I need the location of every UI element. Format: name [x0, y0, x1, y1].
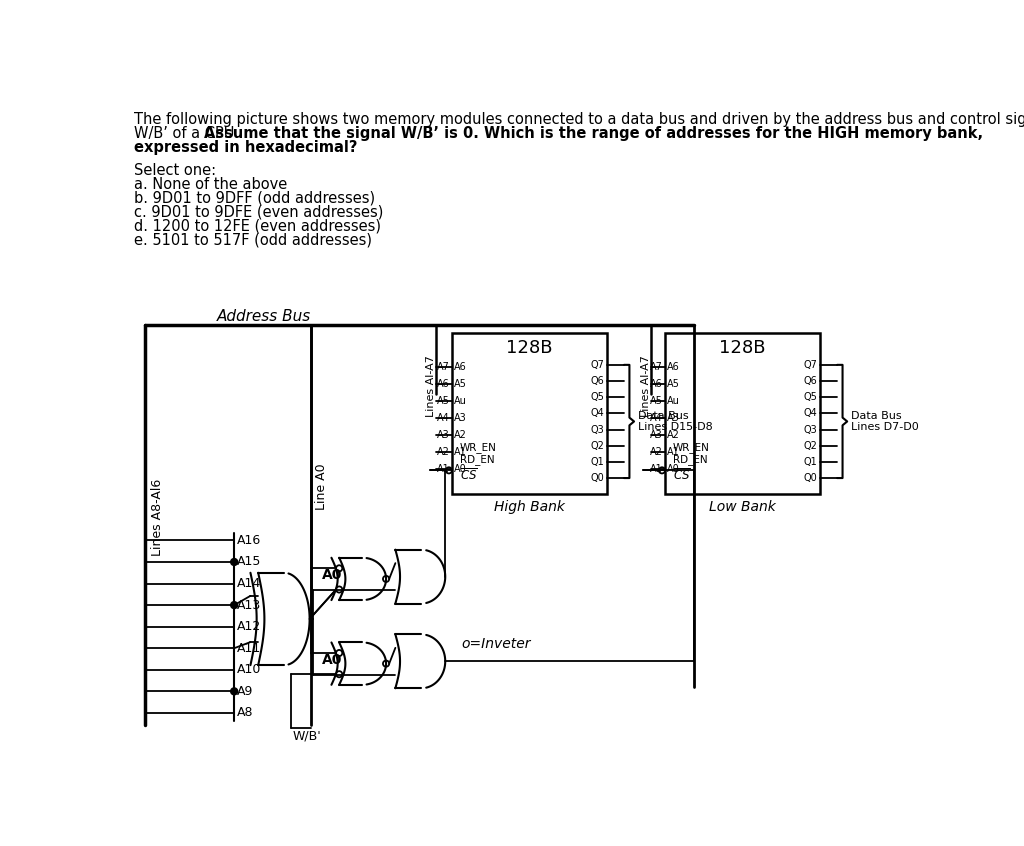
Text: A12: A12	[238, 620, 261, 633]
Text: 128B: 128B	[506, 338, 553, 357]
Text: A9: A9	[238, 685, 254, 698]
Text: Q1: Q1	[591, 457, 604, 467]
Circle shape	[230, 688, 238, 695]
Text: Q4: Q4	[591, 409, 604, 419]
Text: Q2: Q2	[804, 441, 818, 451]
Text: Q3: Q3	[804, 425, 818, 435]
Text: A2: A2	[650, 447, 663, 457]
Text: Line A0: Line A0	[315, 464, 329, 510]
Text: W/B’ of a CPU.: W/B’ of a CPU.	[134, 126, 244, 141]
Text: Data Bus
Lines D7-D0: Data Bus Lines D7-D0	[851, 410, 919, 432]
Text: Q0: Q0	[591, 473, 604, 483]
Text: A1: A1	[437, 464, 450, 474]
Text: A11: A11	[238, 642, 261, 655]
Text: A3: A3	[668, 413, 680, 423]
Text: A7: A7	[650, 362, 663, 372]
Text: a. None of the above: a. None of the above	[134, 177, 288, 192]
Text: A1: A1	[650, 464, 663, 474]
Text: Q0: Q0	[804, 473, 818, 483]
Text: Au: Au	[668, 396, 680, 406]
Text: A1: A1	[455, 447, 467, 457]
Text: W/B': W/B'	[292, 730, 322, 743]
Text: High Bank: High Bank	[494, 500, 565, 514]
Text: Select one:: Select one:	[134, 163, 216, 179]
Text: A1: A1	[668, 447, 680, 457]
Text: A4: A4	[650, 413, 663, 423]
Text: A10: A10	[238, 663, 262, 676]
Text: Address Bus: Address Bus	[217, 310, 311, 324]
Text: Q4: Q4	[804, 409, 818, 419]
Text: WR_EN: WR_EN	[673, 442, 710, 453]
Text: A6: A6	[437, 379, 450, 389]
Text: A7: A7	[437, 362, 450, 372]
Text: Q5: Q5	[804, 393, 818, 402]
Text: A16: A16	[238, 534, 261, 547]
Text: A6: A6	[668, 362, 680, 372]
Text: Q3: Q3	[591, 425, 604, 435]
Text: A2: A2	[668, 430, 680, 440]
Text: A14: A14	[238, 577, 261, 590]
Text: A5: A5	[668, 379, 680, 389]
Text: Lines Al-A7: Lines Al-A7	[426, 355, 436, 417]
Text: Q5: Q5	[591, 393, 604, 402]
Text: Q6: Q6	[591, 376, 604, 386]
Text: A6: A6	[650, 379, 663, 389]
Text: o=Inveter: o=Inveter	[461, 637, 530, 651]
Text: A5: A5	[437, 396, 450, 406]
Text: A5: A5	[650, 396, 663, 406]
Text: A0: A0	[322, 653, 342, 667]
Text: Assume that the signal W/B’ is 0. Which is the range of addresses for the HIGH m: Assume that the signal W/B’ is 0. Which …	[204, 126, 983, 141]
Text: e. 5101 to 517F (odd addresses): e. 5101 to 517F (odd addresses)	[134, 233, 372, 247]
Bar	[665, 332, 820, 494]
Text: A3: A3	[650, 430, 663, 440]
Text: WR_EN: WR_EN	[460, 442, 497, 453]
Text: A3: A3	[437, 430, 450, 440]
Text: Q7: Q7	[804, 360, 818, 370]
Text: A6: A6	[455, 362, 467, 372]
Text: RD_EN: RD_EN	[673, 454, 708, 465]
Text: A2: A2	[455, 430, 467, 440]
Text: The following picture shows two memory modules connected to a data bus and drive: The following picture shows two memory m…	[134, 113, 1024, 127]
Text: A0: A0	[668, 464, 680, 474]
Text: Q1: Q1	[804, 457, 818, 467]
Bar	[452, 332, 607, 494]
Text: Q6: Q6	[804, 376, 818, 386]
Text: Au: Au	[455, 396, 467, 406]
Text: A2: A2	[437, 447, 450, 457]
Text: Data Bus
Lines D15-D8: Data Bus Lines D15-D8	[638, 410, 713, 432]
Text: A15: A15	[238, 556, 262, 569]
Text: A8: A8	[238, 706, 254, 719]
Text: A0: A0	[322, 568, 342, 582]
Text: A13: A13	[238, 599, 261, 612]
Circle shape	[230, 602, 238, 608]
Text: Q7: Q7	[591, 360, 604, 370]
Text: $\overline{CS}$: $\overline{CS}$	[673, 468, 690, 484]
Text: expressed in hexadecimal?: expressed in hexadecimal?	[134, 140, 357, 155]
Circle shape	[230, 558, 238, 565]
Text: A5: A5	[455, 379, 467, 389]
Text: Q2: Q2	[591, 441, 604, 451]
Text: Low Bank: Low Bank	[710, 500, 776, 514]
Text: A0: A0	[455, 464, 467, 474]
Text: b. 9D01 to 9DFF (odd addresses): b. 9D01 to 9DFF (odd addresses)	[134, 191, 376, 206]
Text: Lines A8-Al6: Lines A8-Al6	[151, 479, 164, 556]
Text: c. 9D01 to 9DFE (even addresses): c. 9D01 to 9DFE (even addresses)	[134, 205, 384, 220]
Text: d. 1200 to 12FE (even addresses): d. 1200 to 12FE (even addresses)	[134, 218, 381, 233]
Text: A4: A4	[437, 413, 450, 423]
Text: 128B: 128B	[719, 338, 766, 357]
Text: RD_EN: RD_EN	[460, 454, 495, 465]
Text: Lines Al-A7: Lines Al-A7	[641, 355, 651, 417]
Text: A3: A3	[455, 413, 467, 423]
Text: $\overline{CS}$: $\overline{CS}$	[460, 468, 477, 484]
